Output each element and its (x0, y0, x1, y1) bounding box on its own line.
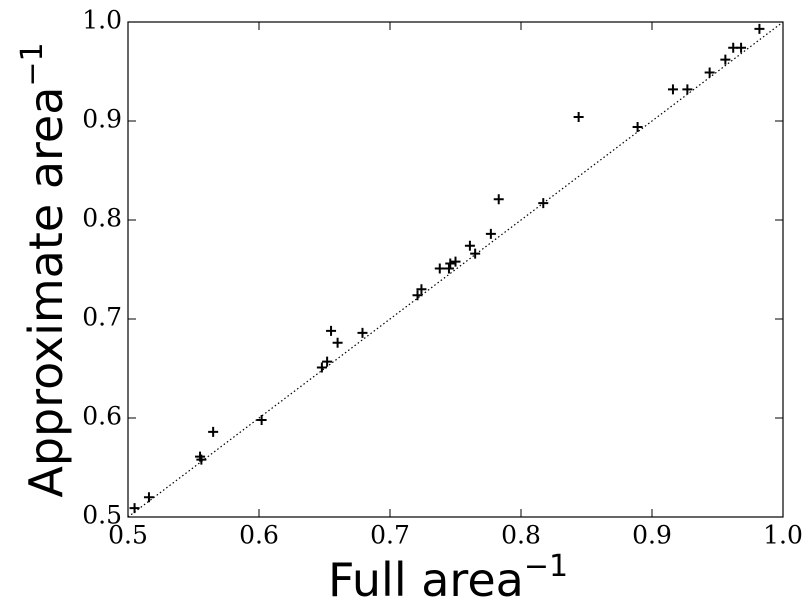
y-axis-label: Approximate area−1 (15, 42, 73, 497)
marker (143, 492, 154, 503)
y-axis-label-text: Approximate area (19, 87, 73, 498)
marker (720, 54, 731, 65)
marker (736, 42, 747, 53)
y-tick-label: 0.7 (82, 303, 122, 332)
marker (208, 426, 219, 437)
marker (450, 256, 461, 267)
y-tick-label: 1.0 (82, 6, 122, 35)
marker (129, 503, 140, 514)
marker (493, 194, 504, 205)
x-tick-label: 0.6 (239, 521, 279, 550)
marker (485, 228, 496, 239)
marker (332, 337, 343, 348)
marker (445, 258, 456, 269)
marker (196, 454, 207, 465)
x-tick-label: 1.0 (763, 521, 803, 550)
identity-line (127, 21, 784, 518)
marker (316, 362, 327, 373)
y-tick-label: 0.9 (82, 105, 122, 134)
marker (322, 356, 333, 367)
marker (538, 198, 549, 209)
x-axis-label-exponent: −1 (524, 549, 568, 584)
marker (682, 84, 693, 95)
y-tick-label: 0.6 (82, 402, 122, 431)
x-tick-label: 0.5 (108, 521, 148, 550)
marker (412, 290, 423, 301)
y-axis-label-exponent: −1 (15, 42, 50, 86)
marker (573, 112, 584, 123)
marker (667, 84, 678, 95)
y-tick-label: 0.8 (82, 204, 122, 233)
marker (357, 327, 368, 338)
y-tick-label: 0.5 (82, 501, 122, 530)
marker (754, 23, 765, 34)
x-tick-label: 0.8 (501, 521, 541, 550)
marker (632, 121, 643, 132)
marker (464, 240, 475, 251)
plot-frame (127, 21, 784, 518)
marker (470, 248, 481, 259)
x-tick-label: 0.9 (632, 521, 672, 550)
marker (326, 325, 337, 336)
x-axis-label-text: Full area (328, 553, 524, 607)
x-axis-label: Full area−1 (328, 549, 568, 607)
marker (256, 414, 267, 425)
marker (704, 67, 715, 78)
marker (443, 263, 454, 274)
x-tick-label: 0.7 (370, 521, 410, 550)
marker (434, 263, 445, 274)
marker (416, 284, 427, 295)
